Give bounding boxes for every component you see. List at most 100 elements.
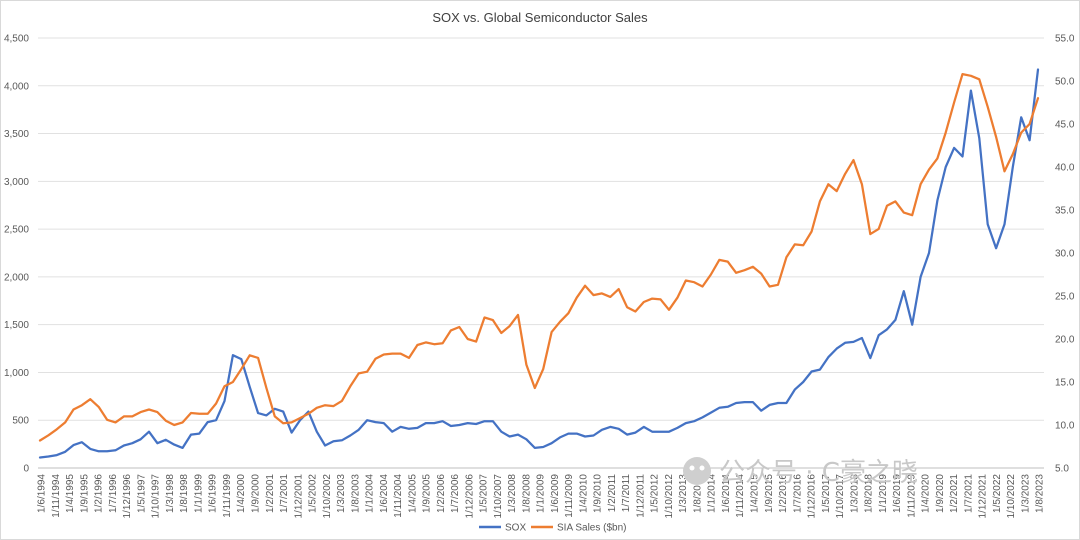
x-tick-label: 1/4/2015 — [749, 474, 760, 513]
x-tick-label: 1/2/1996 — [94, 474, 105, 513]
x-tick-label: 1/1/1999 — [193, 474, 204, 513]
x-tick-label: 1/10/2002 — [322, 474, 333, 519]
x-tick-label: 1/9/2000 — [250, 474, 261, 513]
y-right-tick-label: 55.0 — [1055, 34, 1075, 45]
x-tick-label: 1/7/2016 — [792, 474, 803, 513]
x-tick-label: 1/3/2023 — [1020, 474, 1031, 513]
x-tick-label: 1/12/2001 — [293, 474, 304, 519]
x-tick-label: 1/6/2009 — [550, 474, 561, 513]
x-tick-label: 1/8/2008 — [521, 474, 532, 513]
x-tick-label: 1/9/1995 — [79, 474, 90, 513]
y-right-tick-label: 25.0 — [1055, 292, 1075, 303]
y-right-tick-label: 15.0 — [1055, 378, 1075, 389]
x-tick-label: 1/8/2013 — [692, 474, 703, 513]
y-right-tick-label: 30.0 — [1055, 249, 1075, 260]
y-right-tick-label: 5.0 — [1055, 464, 1069, 475]
x-tick-label: 1/5/2007 — [479, 474, 490, 513]
x-tick-label: 1/6/1999 — [208, 474, 219, 513]
x-tick-label: 1/6/2019 — [892, 474, 903, 513]
x-tick-label: 1/4/2005 — [407, 474, 418, 513]
y-right-tick-label: 45.0 — [1055, 120, 1075, 131]
y-left-tick-label: 4,000 — [4, 81, 29, 92]
x-tick-label: 1/6/1994 — [37, 474, 48, 513]
y-right-tick-label: 40.0 — [1055, 163, 1075, 174]
x-tick-label: 1/7/2001 — [279, 474, 290, 513]
x-tick-label: 1/3/2008 — [507, 474, 518, 513]
x-tick-label: 1/3/2003 — [336, 474, 347, 513]
x-tick-label: 1/10/2017 — [835, 474, 846, 519]
x-tick-label: 1/12/2006 — [464, 474, 475, 519]
x-tick-label: 1/6/2014 — [721, 474, 732, 513]
x-tick-label: 1/1/2019 — [878, 474, 889, 513]
x-tick-label: 1/7/2006 — [450, 474, 461, 513]
x-tick-label: 1/2/2006 — [436, 474, 447, 513]
series-line-sia-sales — [38, 72, 1040, 442]
right-axis: 5.0 10.0 15.0 20.0 25.0 30.0 35.0 40.0 45.0 50.0 5… — [1055, 34, 1075, 475]
x-tick-label: 1/5/1997 — [136, 474, 147, 513]
y-right-tick-label: 20.0 — [1055, 335, 1075, 346]
x-tick-label: 1/10/2012 — [664, 474, 675, 519]
x-tick-label: 1/4/1995 — [65, 474, 76, 513]
x-tick-label: 1/11/2009 — [564, 474, 575, 518]
x-tick-label: 1/1/2009 — [536, 474, 547, 513]
series-line-sox — [38, 68, 1040, 459]
legend-label-sia: SIA Sales ($bn) — [557, 523, 626, 534]
x-tick-label: 1/4/2020 — [921, 474, 932, 513]
y-left-tick-label: 4,500 — [4, 34, 29, 45]
x-tick-label: 1/2/2016 — [778, 474, 789, 513]
x-tick-label: 1/2/2011 — [607, 474, 618, 513]
x-tick-label: 1/12/2016 — [807, 474, 818, 519]
x-tick-label: 1/12/1996 — [122, 474, 133, 519]
x-tick-label: 1/11/1994 — [51, 474, 62, 518]
x-tick-label: 1/11/2014 — [735, 474, 746, 518]
x-tick-label: 1/9/2015 — [764, 474, 775, 513]
y-left-tick-label: 3,000 — [4, 177, 29, 188]
x-tick-label: 1/4/2000 — [236, 474, 247, 513]
x-tick-label: 1/9/2005 — [422, 474, 433, 513]
y-left-tick-label: 2,000 — [4, 272, 29, 283]
x-tick-label: 1/7/2011 — [621, 474, 632, 513]
y-left-tick-label: 0 — [23, 464, 29, 475]
x-tick-label: 1/7/1996 — [108, 474, 119, 513]
x-tick-label: 1/3/2018 — [849, 474, 860, 513]
series-layer — [38, 68, 1040, 459]
x-tick-label: 1/5/2002 — [308, 474, 319, 513]
wechat-logo-icon — [683, 457, 711, 485]
watermark-text: 公众号 · C豪之晓 — [719, 458, 918, 488]
x-tick-label: 1/7/2021 — [963, 474, 974, 513]
y-left-tick-label: 3,500 — [4, 129, 29, 140]
x-tick-label: 1/2/2021 — [949, 474, 960, 513]
x-tick-label: 1/10/2007 — [493, 474, 504, 519]
x-tick-label: 1/5/2012 — [650, 474, 661, 513]
y-right-tick-label: 50.0 — [1055, 77, 1075, 88]
x-tick-label: 1/8/1998 — [179, 474, 190, 513]
chart-title: SOX vs. Global Semiconductor Sales — [432, 10, 648, 25]
x-tick-label: 1/1/2014 — [707, 474, 718, 513]
x-tick-label: 1/11/2019 — [906, 474, 917, 518]
x-tick-label: 1/12/2021 — [978, 474, 989, 519]
gridlines — [38, 37, 1044, 421]
wechat-logo-eye-icon — [699, 465, 705, 471]
x-axis: 1/6/1994 1/11/1994 1/4/1995 1/9/1995 1/2/199… — [37, 467, 1046, 519]
x-tick-label: 1/6/2004 — [379, 474, 390, 513]
x-tick-label: 1/10/1997 — [151, 474, 162, 519]
watermark: 公众号 · C豪之晓 — [683, 457, 918, 488]
y-left-tick-label: 1,000 — [4, 368, 29, 379]
x-tick-label: 1/12/2011 — [635, 474, 646, 518]
x-tick-label: 1/3/1998 — [165, 474, 176, 513]
x-tick-label: 1/11/2004 — [393, 474, 404, 518]
y-left-tick-label: 2,500 — [4, 225, 29, 236]
y-left-tick-label: 1,500 — [4, 320, 29, 331]
x-tick-label: 1/11/1999 — [222, 474, 233, 518]
x-tick-label: 1/8/2023 — [1035, 474, 1046, 513]
x-tick-label: 1/2/2001 — [265, 474, 276, 513]
legend: SOX SIA Sales ($bn) — [479, 523, 626, 534]
legend-label-sox: SOX — [505, 523, 526, 534]
x-tick-label: 1/8/2003 — [350, 474, 361, 513]
x-tick-label: 1/4/2010 — [578, 474, 589, 513]
x-tick-label: 1/3/2013 — [678, 474, 689, 513]
y-right-tick-label: 10.0 — [1055, 421, 1075, 432]
x-tick-label: 1/5/2017 — [821, 474, 832, 513]
